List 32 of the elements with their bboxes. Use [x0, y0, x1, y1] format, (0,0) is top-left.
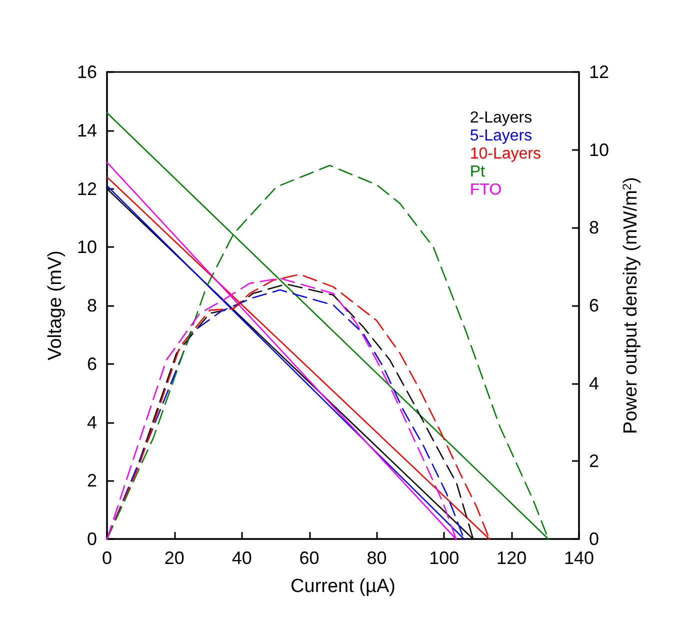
y-tick-label: 0: [86, 529, 97, 549]
y2-tick-label: 8: [589, 218, 600, 238]
y-tick-label: 2: [86, 470, 97, 491]
y2-axis-title: Power output density (mW/m2): [620, 177, 642, 434]
x-tick-label: 40: [232, 548, 252, 568]
y-tick-label: 14: [76, 120, 97, 140]
text: Pt: [470, 164, 486, 180]
y-tick-label: 6: [86, 354, 97, 374]
y2-tick-label: 0: [589, 529, 600, 549]
y2-tick-label: 12: [589, 62, 610, 82]
x-tick-label: 20: [164, 548, 184, 568]
y2-tick-label: 4: [589, 373, 600, 394]
y-axis-title: Voltage (mV): [45, 250, 66, 360]
x-tick-label: 80: [366, 548, 387, 568]
x-tick-label: 0: [102, 548, 112, 568]
text: FTO: [470, 182, 502, 198]
y2-tick-label: 10: [589, 140, 610, 160]
text: 5-Layers: [470, 128, 532, 144]
x-axis-title: Current (µA): [290, 576, 396, 597]
text: 2-Layers: [470, 110, 532, 126]
y-tick-label: 12: [76, 178, 97, 199]
x-tick-label: 60: [299, 548, 320, 568]
y-tick-label: 4: [86, 412, 97, 432]
y-tick-label: 16: [76, 62, 97, 82]
text: 10-Layers: [470, 146, 542, 162]
y-tick-label: 10: [76, 237, 97, 258]
x-tick-label: 100: [429, 548, 460, 568]
x-tick-label: 120: [496, 548, 527, 568]
y-tick-label: 8: [86, 296, 97, 316]
x-tick-label: 140: [564, 548, 594, 568]
y2-tick-label: 2: [589, 451, 600, 472]
y2-tick-label: 6: [589, 296, 600, 316]
